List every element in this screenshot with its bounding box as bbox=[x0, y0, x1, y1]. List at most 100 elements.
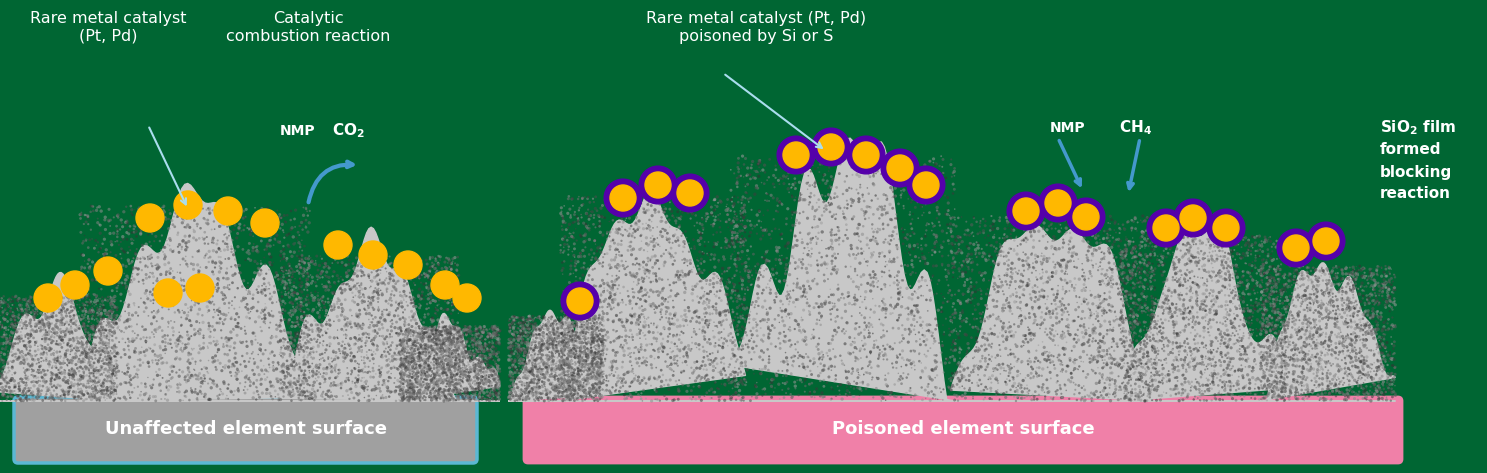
Point bbox=[1114, 314, 1138, 322]
Point bbox=[439, 329, 462, 336]
Point bbox=[1154, 389, 1178, 397]
Point bbox=[1383, 373, 1407, 381]
Point bbox=[117, 230, 141, 237]
Point bbox=[562, 384, 586, 392]
Point bbox=[965, 279, 989, 286]
Point bbox=[217, 232, 241, 239]
Point bbox=[586, 332, 610, 340]
Point bbox=[366, 289, 390, 297]
Point bbox=[1265, 342, 1289, 350]
Point bbox=[840, 338, 864, 345]
Point bbox=[650, 294, 674, 302]
Point bbox=[390, 391, 413, 399]
Point bbox=[100, 307, 123, 315]
Point bbox=[425, 302, 449, 309]
Point bbox=[1320, 267, 1344, 274]
Point bbox=[906, 306, 929, 314]
Point bbox=[1121, 313, 1145, 321]
Point bbox=[30, 368, 54, 376]
Point bbox=[446, 340, 470, 347]
Point bbox=[1346, 391, 1370, 399]
Point bbox=[628, 311, 651, 319]
Point bbox=[299, 321, 323, 329]
Point bbox=[214, 315, 238, 323]
Point bbox=[281, 268, 305, 276]
Point bbox=[532, 383, 556, 390]
Point bbox=[70, 306, 94, 314]
Point bbox=[418, 337, 442, 345]
Point bbox=[303, 294, 327, 301]
Point bbox=[407, 328, 431, 336]
Point bbox=[796, 353, 819, 361]
Point bbox=[697, 299, 721, 307]
Point bbox=[400, 328, 424, 336]
Point bbox=[861, 374, 885, 381]
Point bbox=[846, 368, 870, 376]
Point bbox=[517, 367, 541, 375]
Point bbox=[1291, 296, 1315, 303]
Point bbox=[410, 328, 434, 335]
Point bbox=[320, 363, 343, 370]
Point bbox=[619, 225, 642, 232]
Point bbox=[1319, 395, 1343, 403]
Point bbox=[739, 281, 763, 289]
Point bbox=[109, 250, 132, 258]
Point bbox=[614, 217, 638, 224]
Point bbox=[730, 199, 754, 207]
Point bbox=[516, 396, 540, 403]
Point bbox=[431, 340, 455, 348]
Point bbox=[845, 283, 868, 290]
Point bbox=[396, 366, 419, 373]
Point bbox=[97, 205, 120, 213]
Point bbox=[657, 362, 681, 369]
Point bbox=[959, 279, 983, 286]
Point bbox=[339, 275, 363, 283]
Text: $\mathbf{SiO_2}$ film: $\mathbf{SiO_2}$ film bbox=[1380, 119, 1456, 137]
Point bbox=[98, 351, 122, 359]
Point bbox=[1019, 329, 1042, 337]
Point bbox=[687, 269, 711, 277]
Point bbox=[67, 312, 91, 320]
Point bbox=[898, 282, 922, 290]
Point bbox=[0, 342, 10, 350]
Point bbox=[1251, 314, 1274, 321]
Point bbox=[998, 302, 1022, 310]
Point bbox=[564, 296, 587, 303]
Point bbox=[1277, 277, 1301, 285]
Point bbox=[616, 195, 639, 203]
Point bbox=[1121, 339, 1145, 347]
Point bbox=[690, 284, 714, 292]
Point bbox=[464, 331, 488, 339]
Point bbox=[1282, 339, 1306, 347]
Point bbox=[436, 326, 459, 334]
Point bbox=[488, 327, 512, 335]
Point bbox=[24, 372, 48, 380]
Point bbox=[1231, 342, 1255, 350]
Point bbox=[462, 396, 486, 403]
Point bbox=[465, 374, 489, 381]
Point bbox=[1258, 347, 1282, 355]
Point bbox=[1062, 243, 1086, 250]
Point bbox=[550, 208, 574, 215]
Point bbox=[723, 214, 746, 221]
Point bbox=[171, 333, 195, 341]
Point bbox=[82, 326, 106, 334]
Point bbox=[15, 324, 39, 332]
Point bbox=[1313, 337, 1337, 345]
Point bbox=[488, 387, 512, 394]
Point bbox=[125, 233, 149, 240]
Point bbox=[0, 311, 19, 318]
Point bbox=[473, 336, 497, 343]
Point bbox=[651, 371, 675, 379]
Point bbox=[0, 340, 15, 347]
Point bbox=[1340, 383, 1364, 391]
Point bbox=[574, 320, 598, 328]
Point bbox=[241, 244, 265, 251]
Point bbox=[611, 283, 635, 291]
Point bbox=[1378, 397, 1402, 404]
Point bbox=[0, 320, 24, 327]
Point bbox=[611, 323, 635, 330]
Point bbox=[531, 371, 555, 378]
Point bbox=[263, 387, 287, 394]
Point bbox=[800, 181, 824, 189]
